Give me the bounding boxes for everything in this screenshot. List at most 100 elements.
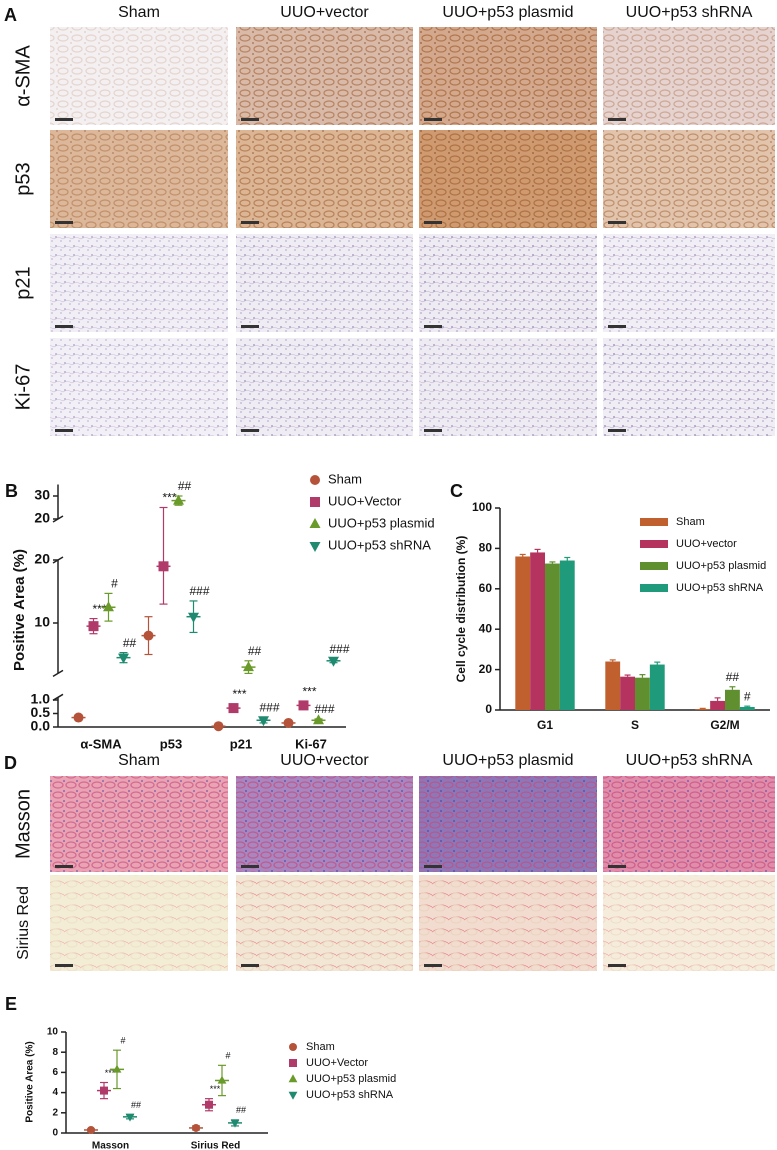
axis-break <box>52 669 64 678</box>
significance-label: # <box>225 1051 230 1061</box>
y-tick-label: 6 <box>52 1067 58 1078</box>
scale-bar <box>241 429 259 432</box>
y-tick-label: 20 <box>34 510 50 526</box>
legend-swatch <box>640 562 668 570</box>
micrograph-texture <box>50 875 228 971</box>
y-tick-label: 1.0 <box>31 691 51 707</box>
row-label: Ki-67 <box>12 364 34 411</box>
data-point <box>289 1059 297 1067</box>
micrograph-texture <box>50 27 228 125</box>
micrograph-texture <box>50 338 228 436</box>
x-tick-label: G1 <box>537 718 553 732</box>
y-tick-label: 8 <box>52 1047 58 1058</box>
micrograph-texture <box>603 875 775 971</box>
significance-label: # <box>744 689 751 703</box>
data-point <box>288 1091 298 1100</box>
y-tick-label: 0 <box>485 702 492 716</box>
x-tick-label: α-SMA <box>80 736 122 751</box>
scale-bar <box>424 429 442 432</box>
column-label: UUO+p53 plasmid <box>442 4 573 21</box>
data-point <box>309 518 321 528</box>
panel-letter: A <box>4 5 17 25</box>
data-point <box>310 497 320 507</box>
legend-label: Sham <box>328 471 362 486</box>
significance-label: ### <box>329 642 349 656</box>
significance-label: ### <box>314 702 334 716</box>
micrograph-texture <box>603 338 775 436</box>
x-tick-label: S <box>631 718 639 732</box>
y-tick-label: 100 <box>472 500 492 514</box>
bar <box>725 689 740 710</box>
column-label: UUO+p53 plasmid <box>442 752 573 769</box>
legend-label: UUO+p53 shRNA <box>306 1089 394 1101</box>
data-point <box>309 542 321 552</box>
scale-bar <box>241 221 259 224</box>
significance-label: ## <box>178 479 192 493</box>
legend-label: UUO+p53 shRNA <box>676 582 764 594</box>
legend-label: UUO+Vector <box>328 493 402 508</box>
scale-bar <box>241 865 259 868</box>
row-label: p21 <box>12 266 34 299</box>
scale-bar <box>424 325 442 328</box>
micrograph-texture <box>236 234 413 332</box>
scale-bar <box>55 429 73 432</box>
scale-bar <box>241 118 259 121</box>
micrograph-texture <box>603 776 775 872</box>
scale-bar <box>55 325 73 328</box>
panel-letter: D <box>4 753 17 773</box>
panel-letter: B <box>5 481 18 501</box>
row-label: Sirius Red <box>15 886 32 960</box>
micrograph-texture <box>419 27 597 125</box>
micrograph-texture <box>419 338 597 436</box>
panel-letter: E <box>5 994 17 1014</box>
x-tick-label: Ki-67 <box>295 736 327 751</box>
bar <box>695 708 711 710</box>
scale-bar <box>608 964 626 967</box>
micrograph-texture <box>603 130 775 228</box>
scale-bar <box>55 118 73 121</box>
row-label: p53 <box>12 162 34 195</box>
legend-label: UUO+p53 plasmid <box>676 560 766 572</box>
bar <box>515 556 531 710</box>
bar <box>635 677 650 710</box>
x-tick-label: p21 <box>230 736 252 751</box>
legend-swatch <box>640 584 668 592</box>
micrograph-texture <box>236 875 413 971</box>
significance-label: *** <box>105 1068 116 1078</box>
bar <box>739 706 755 710</box>
row-label: Masson <box>12 789 34 859</box>
scale-bar <box>241 325 259 328</box>
y-tick-label: 10 <box>47 1027 59 1038</box>
y-tick-label: 40 <box>479 621 493 635</box>
significance-label: *** <box>232 687 246 701</box>
y-tick-label: 80 <box>479 541 493 555</box>
y-axis-label: Cell cycle distribution (%) <box>454 536 468 683</box>
micrograph-texture <box>50 130 228 228</box>
column-label: UUO+vector <box>280 752 369 769</box>
micrograph-texture <box>419 130 597 228</box>
scale-bar <box>241 964 259 967</box>
micrograph-texture <box>419 776 597 872</box>
scale-bar <box>424 118 442 121</box>
micrograph-texture <box>603 234 775 332</box>
significance-label: ## <box>123 636 137 650</box>
micrograph-texture <box>236 338 413 436</box>
scale-bar <box>424 964 442 967</box>
y-tick-label: 0.5 <box>31 704 51 720</box>
micrograph-texture <box>50 234 228 332</box>
significance-label: *** <box>210 1084 221 1094</box>
legend-label: UUO+p53 plasmid <box>306 1073 396 1085</box>
micrograph-texture <box>50 776 228 872</box>
significance-label: ## <box>248 644 262 658</box>
scale-bar <box>608 325 626 328</box>
micrograph-texture <box>603 27 775 125</box>
x-tick-label: Sirius Red <box>191 1141 240 1150</box>
y-tick-label: 0 <box>52 1128 58 1139</box>
significance-label: ## <box>236 1105 246 1115</box>
significance-label: ## <box>726 670 740 684</box>
legend-label: Sham <box>676 516 705 528</box>
significance-label: ### <box>189 584 209 598</box>
y-axis-label: Positive Area (%) <box>25 1041 36 1122</box>
bar <box>530 552 545 710</box>
